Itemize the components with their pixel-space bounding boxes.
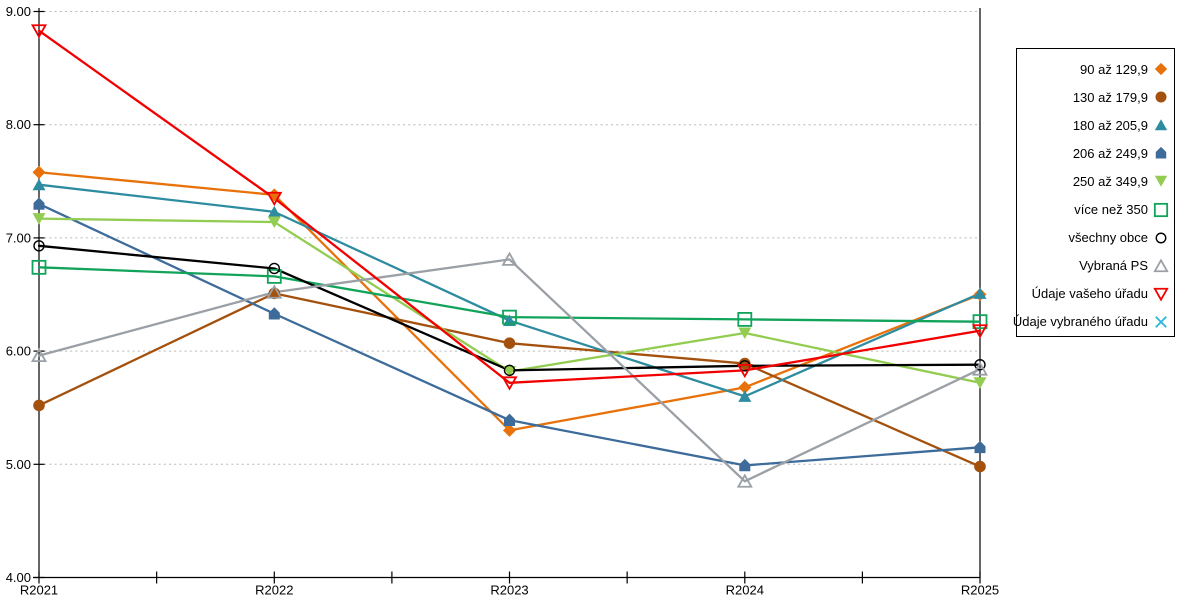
legend-marker-x-icon <box>1152 313 1170 331</box>
legend-item: více než 350 <box>1017 195 1174 223</box>
svg-text:R2024: R2024 <box>726 583 764 598</box>
legend-item: 250 až 349,9 <box>1017 167 1174 195</box>
legend-marker-open-triangle-down-icon <box>1152 285 1170 303</box>
legend-marker-triangle-down-icon <box>1152 172 1170 190</box>
legend-label: 206 až 249,9 <box>1072 145 1148 161</box>
svg-text:R2022: R2022 <box>255 583 293 598</box>
svg-text:7.00: 7.00 <box>6 230 31 245</box>
legend-item: 206 až 249,9 <box>1017 139 1174 167</box>
legend-item: 90 až 129,9 <box>1017 55 1174 83</box>
svg-text:9.00: 9.00 <box>6 4 31 19</box>
legend-label: Údaje vašeho úřadu <box>1031 286 1148 302</box>
svg-text:R2021: R2021 <box>20 583 58 598</box>
svg-text:5.00: 5.00 <box>6 457 31 472</box>
svg-text:6.00: 6.00 <box>6 344 31 359</box>
legend-item: Údaje vašeho úřadu <box>1017 280 1174 308</box>
legend-marker-circle-icon <box>1152 88 1170 106</box>
legend-marker-pentagon-icon <box>1152 144 1170 162</box>
legend-label: 250 až 349,9 <box>1072 173 1148 189</box>
legend-label: více než 350 <box>1074 202 1148 218</box>
legend-label: 130 až 179,9 <box>1072 89 1148 105</box>
legend-label: Údaje vybraného úřadu <box>1012 314 1148 330</box>
legend: 90 až 129,9 130 až 179,9 180 až 205,9 20… <box>1013 48 1175 337</box>
legend-item: Údaje vybraného úřadu <box>1013 308 1174 336</box>
legend-label: 90 až 129,9 <box>1080 61 1148 77</box>
legend-item: 180 až 205,9 <box>1017 111 1174 139</box>
legend-marker-diamond-icon <box>1152 60 1170 78</box>
svg-text:4.00: 4.00 <box>6 570 31 585</box>
legend-label: všechny obce <box>1068 230 1149 246</box>
legend-label: 180 až 205,9 <box>1072 117 1148 133</box>
legend-marker-open-circle-icon <box>1152 229 1170 247</box>
legend-item: 130 až 179,9 <box>1017 83 1174 111</box>
legend-item: Vybraná PS <box>1017 252 1174 280</box>
svg-text:R2023: R2023 <box>490 583 528 598</box>
legend-item: všechny obce <box>1017 224 1174 252</box>
legend-marker-triangle-icon <box>1152 116 1170 134</box>
legend-marker-square-icon <box>1152 201 1170 219</box>
svg-text:8.00: 8.00 <box>6 117 31 132</box>
legend-label: Vybraná PS <box>1079 258 1148 274</box>
svg-text:R2025: R2025 <box>961 583 999 598</box>
legend-marker-open-triangle-icon <box>1152 257 1170 275</box>
